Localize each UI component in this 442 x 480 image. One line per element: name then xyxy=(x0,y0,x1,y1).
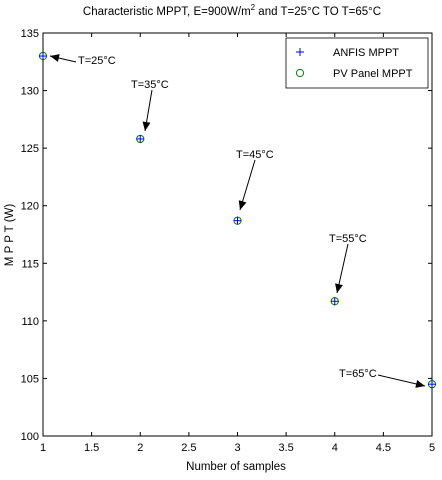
x-tick-label: 2 xyxy=(137,442,143,454)
x-axis-label: Number of samples xyxy=(186,461,286,473)
x-tick-label: 3 xyxy=(234,442,240,454)
y-tick-label: 125 xyxy=(21,143,39,155)
annotations: T=25°C T=35°C T=45°C T=55°C T=65°C xyxy=(49,54,426,388)
y-tick-label: 110 xyxy=(21,316,39,328)
y-tick-label: 120 xyxy=(21,201,39,213)
annotation-arrowhead xyxy=(238,200,247,210)
chart-title-main: Characteristic MPPT, E=900W/m xyxy=(83,6,251,18)
x-tick-label: 1.5 xyxy=(84,442,99,454)
annotation-label: T=55°C xyxy=(329,233,367,245)
chart-title: Characteristic MPPT, E=900W/m2 and T=25°… xyxy=(83,3,381,18)
annotation-arrowhead xyxy=(142,121,151,131)
anfis-marker xyxy=(136,134,145,143)
temperature-annotation: T=55°C xyxy=(329,233,367,294)
legend-label: ANFIS MPPT xyxy=(333,47,399,59)
x-tick-label: 3.5 xyxy=(278,442,293,454)
legend-box xyxy=(285,37,429,89)
legend-item-anfis: ANFIS MPPT xyxy=(296,47,399,59)
legend-circle-marker xyxy=(295,68,305,78)
annotation-label: T=65°C xyxy=(339,368,377,380)
x-tick-label: 2.5 xyxy=(181,442,196,454)
annotation-arrowhead xyxy=(335,283,343,293)
annotation-arrowhead xyxy=(50,54,60,62)
y-tick-label: 105 xyxy=(21,373,39,385)
legend-label: PV Panel MPPT xyxy=(333,68,413,80)
x-tick-label: 1 xyxy=(40,442,46,454)
legend-item-pv-panel: PV Panel MPPT xyxy=(295,68,413,80)
x-tick-label: 4.5 xyxy=(376,442,391,454)
y-tick-label: 100 xyxy=(21,431,39,443)
chart-title-superscript: 2 xyxy=(251,3,256,12)
y-tick-label: 130 xyxy=(21,86,39,98)
x-tick-label: 5 xyxy=(429,442,435,454)
y-axis-label: M P P T (W) xyxy=(4,204,16,267)
anfis-marker xyxy=(330,297,339,306)
x-axis-ticks: 1 1.5 2 2.5 3 3.5 4 4.5 5 xyxy=(40,33,435,454)
data-markers xyxy=(38,51,437,389)
x-tick-label: 4 xyxy=(332,442,338,454)
annotation-label: T=45°C xyxy=(236,149,274,161)
chart-title-suffix: and T=25°C TO T=65°C xyxy=(255,6,381,18)
temperature-annotation: T=65°C xyxy=(339,368,426,388)
annotation-label: T=25°C xyxy=(78,55,116,67)
anfis-marker xyxy=(428,380,436,389)
legend: ANFIS MPPT PV Panel MPPT xyxy=(285,37,429,89)
anfis-marker xyxy=(233,216,242,225)
anfis-marker xyxy=(39,52,47,61)
temperature-annotation: T=35°C xyxy=(131,79,169,132)
y-tick-label: 115 xyxy=(21,258,39,270)
y-tick-label: 135 xyxy=(21,28,39,40)
temperature-annotation: T=25°C xyxy=(49,54,116,67)
y-axis-ticks: 100 105 110 115 120 125 130 135 xyxy=(21,28,432,443)
annotation-arrowhead xyxy=(415,380,425,388)
temperature-annotation: T=45°C xyxy=(236,149,274,211)
annotation-label: T=35°C xyxy=(131,79,169,91)
